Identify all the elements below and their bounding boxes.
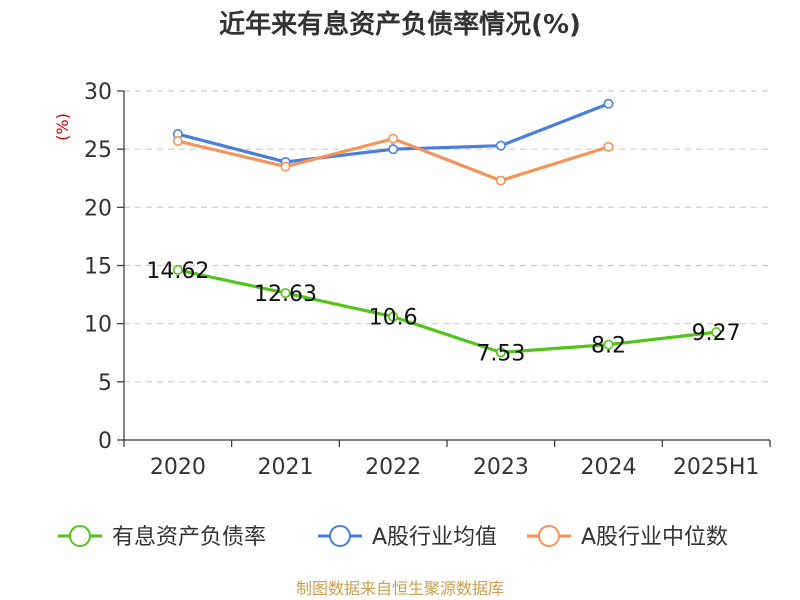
y-tick-label: 15 <box>84 255 112 280</box>
data-point <box>280 161 291 172</box>
data-point <box>603 98 614 109</box>
data-point <box>711 327 722 338</box>
y-tick-label: 0 <box>98 429 112 454</box>
data-label: 12.63 <box>254 282 317 307</box>
legend: 有息资产负债率 A股行业均值 A股行业中位数 <box>58 525 728 550</box>
data-point <box>172 264 183 275</box>
legend-label: A股行业中位数 <box>581 525 728 550</box>
legend-marker <box>69 525 91 547</box>
axes: 0 5 10 15 20 25 30 2020 2021 2022 2023 2024 2025H1 <box>84 80 771 480</box>
x-tick-label: 2024 <box>581 455 637 480</box>
data-label: 8.2 <box>591 334 626 359</box>
data-point <box>172 136 183 147</box>
source-note: 制图数据来自恒生聚源数据库 <box>296 579 504 598</box>
data-point <box>603 339 614 350</box>
data-point <box>495 175 506 186</box>
data-point <box>388 133 399 144</box>
data-point <box>495 140 506 151</box>
data-label: 14.62 <box>146 259 209 284</box>
legend-label: 有息资产负债率 <box>112 525 266 550</box>
data-point <box>280 288 291 299</box>
series-line <box>177 268 717 355</box>
x-tick-label: 2023 <box>473 455 529 480</box>
y-axis-label: (%) <box>53 113 72 141</box>
x-tick-label: 2021 <box>258 455 314 480</box>
y-tick-label: 20 <box>84 196 112 221</box>
data-point <box>495 347 506 358</box>
data-point <box>388 144 399 155</box>
series-layer: 14.62 12.63 10.6 7.53 8.2 9.27 <box>146 98 741 366</box>
grid <box>124 90 770 383</box>
chart-title: 近年来有息资产负债率情况(%) <box>219 9 581 40</box>
y-tick-label: 25 <box>84 138 112 163</box>
data-label: 7.53 <box>476 341 525 366</box>
data-point <box>388 311 399 322</box>
legend-marker <box>329 525 351 547</box>
data-point <box>603 141 614 152</box>
legend-label: A股行业均值 <box>372 525 497 550</box>
data-label: 10.6 <box>369 306 418 331</box>
y-tick-label: 5 <box>98 371 112 396</box>
legend-marker <box>538 525 560 547</box>
x-tick-label: 2020 <box>150 455 206 480</box>
data-label: 9.27 <box>692 321 741 346</box>
x-tick-label: 2022 <box>365 455 421 480</box>
y-tick-label: 10 <box>84 313 112 338</box>
x-tick-label: 2025H1 <box>673 455 760 480</box>
y-tick-label: 30 <box>84 80 112 105</box>
